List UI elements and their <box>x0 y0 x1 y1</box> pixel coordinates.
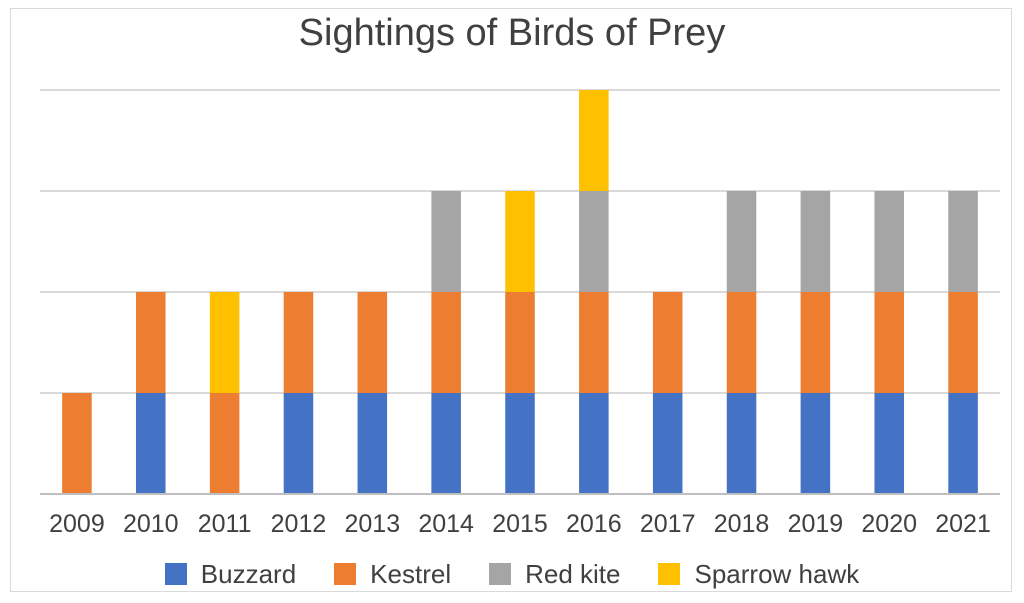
bar-buzzard-2018 <box>726 393 757 494</box>
x-tick-label: 2009 <box>49 510 105 538</box>
x-tick-label: 2010 <box>123 510 179 538</box>
bar-kestrel-2015 <box>505 292 535 393</box>
legend-item: Buzzard <box>164 558 297 590</box>
legend-label: Buzzard <box>200 558 297 589</box>
x-tick-label: 2012 <box>271 510 327 538</box>
bar-red-kite-2014 <box>431 191 461 292</box>
x-tick-label: 2011 <box>198 510 252 538</box>
bar-red-kite-2019 <box>800 191 831 292</box>
bar-red-kite-2021 <box>948 191 978 292</box>
bar-kestrel-2011 <box>209 393 240 494</box>
bar-sparrow-hawk-2016 <box>579 90 609 191</box>
bar-buzzard-2013 <box>357 393 388 494</box>
legend-item: Red kite <box>489 559 620 590</box>
bar-kestrel-2019 <box>800 292 831 393</box>
bar-kestrel-2013 <box>357 292 388 393</box>
x-tick-label: 2016 <box>566 510 622 538</box>
x-tick-label: 2015 <box>492 510 548 538</box>
bar-buzzard-2016 <box>579 393 609 494</box>
bar-buzzard-2020 <box>874 393 904 494</box>
bar-sparrow-hawk-2011 <box>209 292 240 393</box>
x-tick-label: 2017 <box>640 510 696 538</box>
bar-sparrow-hawk-2015 <box>505 191 535 292</box>
bar-buzzard-2019 <box>800 393 831 494</box>
bar-kestrel-2009 <box>62 393 92 494</box>
chart-legend: Buzzard Kestrel Red kite Sparrow hawk <box>0 556 1024 592</box>
legend-swatch <box>164 563 187 585</box>
bar-buzzard-2017 <box>652 393 683 494</box>
bar-red-kite-2020 <box>874 191 904 292</box>
bar-buzzard-2021 <box>948 393 978 494</box>
x-tick-label: 2014 <box>418 510 474 538</box>
x-tick-label: 2021 <box>935 510 991 538</box>
bar-kestrel-2021 <box>948 292 978 393</box>
bar-kestrel-2010 <box>136 292 166 393</box>
bar-buzzard-2015 <box>505 393 535 494</box>
legend-item: Kestrel <box>334 559 451 590</box>
x-tick-label: 2018 <box>714 510 770 538</box>
bar-kestrel-2017 <box>652 292 683 393</box>
legend-item: Sparrow hawk <box>658 559 859 590</box>
bar-kestrel-2020 <box>874 292 904 393</box>
chart-title: Sightings of Birds of Prey <box>298 12 726 54</box>
bar-kestrel-2014 <box>431 292 461 393</box>
bar-buzzard-2012 <box>283 393 314 494</box>
bar-kestrel-2018 <box>726 292 757 393</box>
legend-swatch <box>489 563 512 585</box>
bar-buzzard-2010 <box>136 393 166 494</box>
bar-buzzard-2014 <box>431 393 461 494</box>
legend-label: Sparrow hawk <box>694 558 860 589</box>
x-tick-label: 2019 <box>788 510 844 538</box>
bar-kestrel-2016 <box>579 292 609 393</box>
legend-swatch <box>334 563 357 585</box>
legend-label: Red kite <box>525 558 621 589</box>
bar-kestrel-2012 <box>283 292 314 393</box>
legend-label: Kestrel <box>370 558 452 589</box>
bar-red-kite-2016 <box>579 191 609 292</box>
legend-swatch <box>658 563 681 585</box>
x-tick-label: 2013 <box>344 510 400 538</box>
bar-red-kite-2018 <box>726 191 757 292</box>
x-tick-label: 2020 <box>861 510 917 538</box>
